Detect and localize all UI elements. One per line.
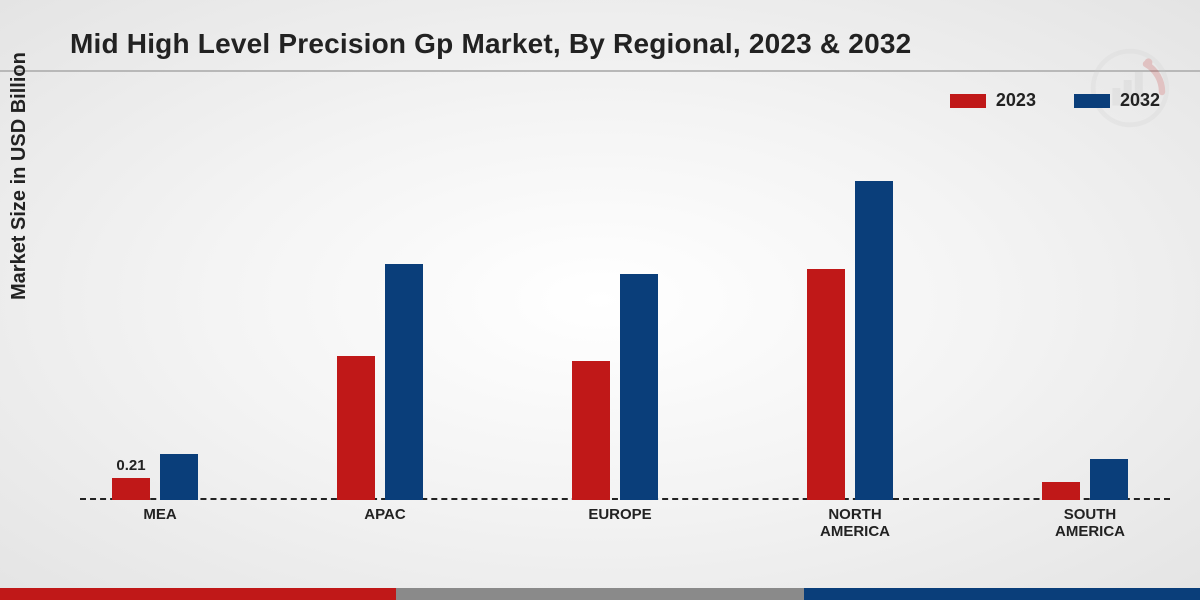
footer-seg-red (0, 588, 396, 600)
chart-canvas: Mid High Level Precision Gp Market, By R… (0, 0, 1200, 600)
legend-swatch-2023 (950, 94, 986, 108)
plot-area: 0.21 (80, 130, 1170, 500)
legend-label-2032: 2032 (1120, 90, 1160, 111)
bar-2032 (855, 181, 893, 500)
legend-swatch-2032 (1074, 94, 1110, 108)
bar-2023 (112, 478, 150, 500)
watermark-logo (1090, 48, 1170, 128)
y-axis-label: Market Size in USD Billion (8, 52, 31, 300)
legend-item-2023: 2023 (950, 90, 1036, 111)
x-tick-label: SOUTHAMERICA (1020, 506, 1160, 541)
legend: 2023 2032 (950, 90, 1160, 111)
x-tick-label: APAC (315, 506, 455, 523)
legend-label-2023: 2023 (996, 90, 1036, 111)
title-underline (0, 70, 1200, 72)
footer-color-bar (0, 588, 1200, 600)
bar-2023 (1042, 482, 1080, 501)
bar-2023 (337, 356, 375, 500)
legend-item-2032: 2032 (1074, 90, 1160, 111)
bar-2032 (385, 264, 423, 500)
bar-2032 (160, 454, 198, 500)
x-tick-label: NORTHAMERICA (785, 506, 925, 541)
data-label: 0.21 (116, 457, 145, 474)
bar-2023 (572, 361, 610, 500)
bar-2023 (807, 269, 845, 500)
bar-2032 (1090, 459, 1128, 500)
bar-2032 (620, 274, 658, 500)
footer-seg-gray (396, 588, 804, 600)
x-tick-label: EUROPE (550, 506, 690, 523)
footer-seg-blue (804, 588, 1200, 600)
x-tick-label: MEA (90, 506, 230, 523)
chart-title: Mid High Level Precision Gp Market, By R… (70, 28, 911, 60)
x-axis: MEA APAC EUROPE NORTHAMERICA SOUTHAMERICA (80, 500, 1170, 550)
logo-lens (1144, 58, 1152, 66)
